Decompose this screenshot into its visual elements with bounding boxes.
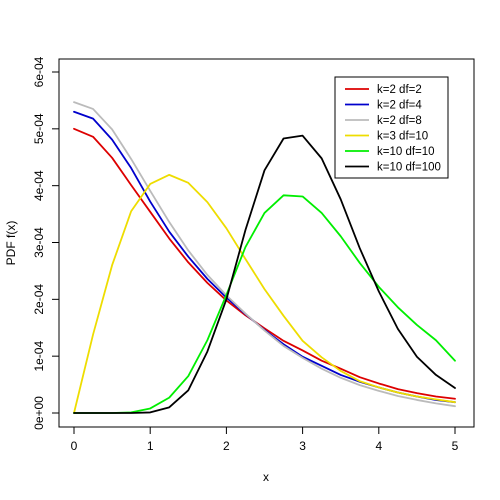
legend: k=2 df=2 k=2 df=4 k=2 df=8 k=3 df=10 k=10 df…	[334, 76, 449, 179]
y-axis-label: PDF f(x)	[4, 221, 18, 266]
legend-label: k=3 df=10	[377, 131, 428, 143]
legend-label: k=10 df=100	[377, 162, 441, 174]
legend-label: k=10 df=10	[377, 146, 435, 158]
y-tick-label: 5e-04	[32, 113, 46, 144]
y-tick-label: 2e-04	[32, 284, 46, 315]
series-line-4	[73, 173, 456, 414]
x-tick-label: 5	[452, 439, 459, 453]
legend-label: k=2 df=2	[377, 84, 422, 96]
series-line-6	[73, 134, 456, 414]
x-tick-label: 2	[223, 439, 230, 453]
legend-box	[334, 76, 449, 179]
y-tick-label: 1e-04	[32, 341, 46, 372]
y-tick-label: 6e-04	[32, 56, 46, 87]
x-tick-label: 1	[147, 439, 154, 453]
x-axis: 0 1 2 3 4 5	[71, 426, 459, 453]
y-tick-label: 0e+00	[32, 396, 46, 430]
legend-label: k=2 df=4	[377, 100, 422, 112]
series-line-3	[73, 101, 456, 408]
x-axis-label: x	[263, 470, 269, 484]
x-tick-label: 4	[375, 439, 382, 453]
x-tick-label: 3	[299, 439, 306, 453]
y-axis: 0e+00 1e-04 2e-04 3e-04 4e-04 5e-04 6e-04	[32, 56, 60, 430]
series-layer	[73, 101, 456, 414]
y-tick-label: 3e-04	[32, 227, 46, 258]
y-tick-label: 4e-04	[32, 170, 46, 201]
series-line-5	[73, 194, 456, 414]
legend-label: k=2 df=8	[377, 115, 422, 127]
x-tick-label: 0	[71, 439, 78, 453]
series-line-1	[73, 127, 456, 400]
